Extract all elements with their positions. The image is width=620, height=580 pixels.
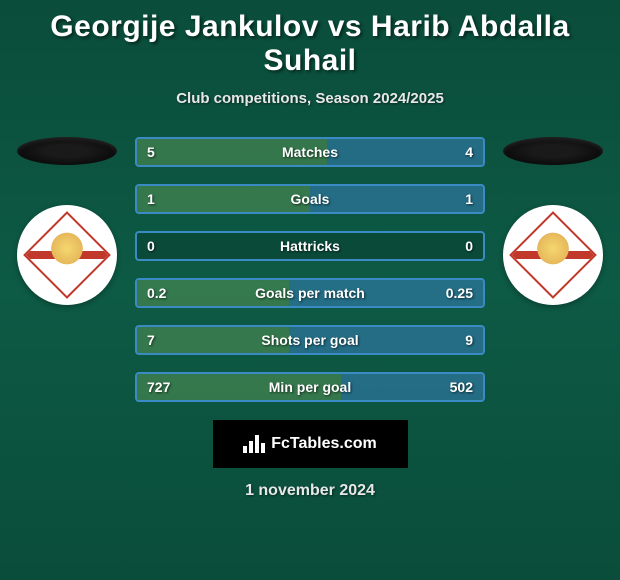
stat-value-left: 727 [147,379,170,395]
bars-icon [243,435,265,453]
date-label: 1 november 2024 [0,482,620,500]
stat-row: 727 Min per goal 502 [135,372,485,402]
stat-value-left: 7 [147,332,155,348]
page-title: Georgije Jankulov vs Harib Abdalla Suhai… [0,0,620,78]
stat-row: 5 Matches 4 [135,137,485,167]
stat-value-left: 0.2 [147,285,166,301]
player-right-badge [503,205,603,305]
player-right-side [503,137,603,305]
player-left-badge [17,205,117,305]
player-right-silhouette [503,137,603,165]
stat-value-right: 4 [465,144,473,160]
stat-value-right: 0 [465,238,473,254]
stat-row: 1 Goals 1 [135,184,485,214]
stat-row: 0 Hattricks 0 [135,231,485,261]
stats-column: 5 Matches 4 1 Goals 1 0 Hattricks 0 0.2 Goals per … [135,137,485,402]
footer-logo[interactable]: FcTables.com [213,420,408,468]
stat-label: Matches [282,144,338,160]
stat-label: Goals per match [255,285,365,301]
subtitle: Club competitions, Season 2024/2025 [0,90,620,107]
footer-label: FcTables.com [271,435,377,453]
stat-value-left: 0 [147,238,155,254]
stat-value-left: 5 [147,144,155,160]
comparison-panel: 5 Matches 4 1 Goals 1 0 Hattricks 0 0.2 Goals per … [0,137,620,402]
stat-value-right: 502 [450,379,473,395]
stat-label: Goals [291,191,330,207]
stat-label: Shots per goal [261,332,358,348]
stat-label: Hattricks [280,238,340,254]
stat-label: Min per goal [269,379,351,395]
player-left-side [17,137,117,305]
stat-row: 7 Shots per goal 9 [135,325,485,355]
club-badge-icon [17,205,117,305]
club-badge-icon [503,205,603,305]
stat-value-left: 1 [147,191,155,207]
stat-value-right: 0.25 [446,285,473,301]
stat-row: 0.2 Goals per match 0.25 [135,278,485,308]
stat-value-right: 9 [465,332,473,348]
stat-value-right: 1 [465,191,473,207]
stat-fill-right [327,139,483,165]
stat-fill-left [137,186,310,212]
stat-fill-right [310,186,483,212]
player-left-silhouette [17,137,117,165]
